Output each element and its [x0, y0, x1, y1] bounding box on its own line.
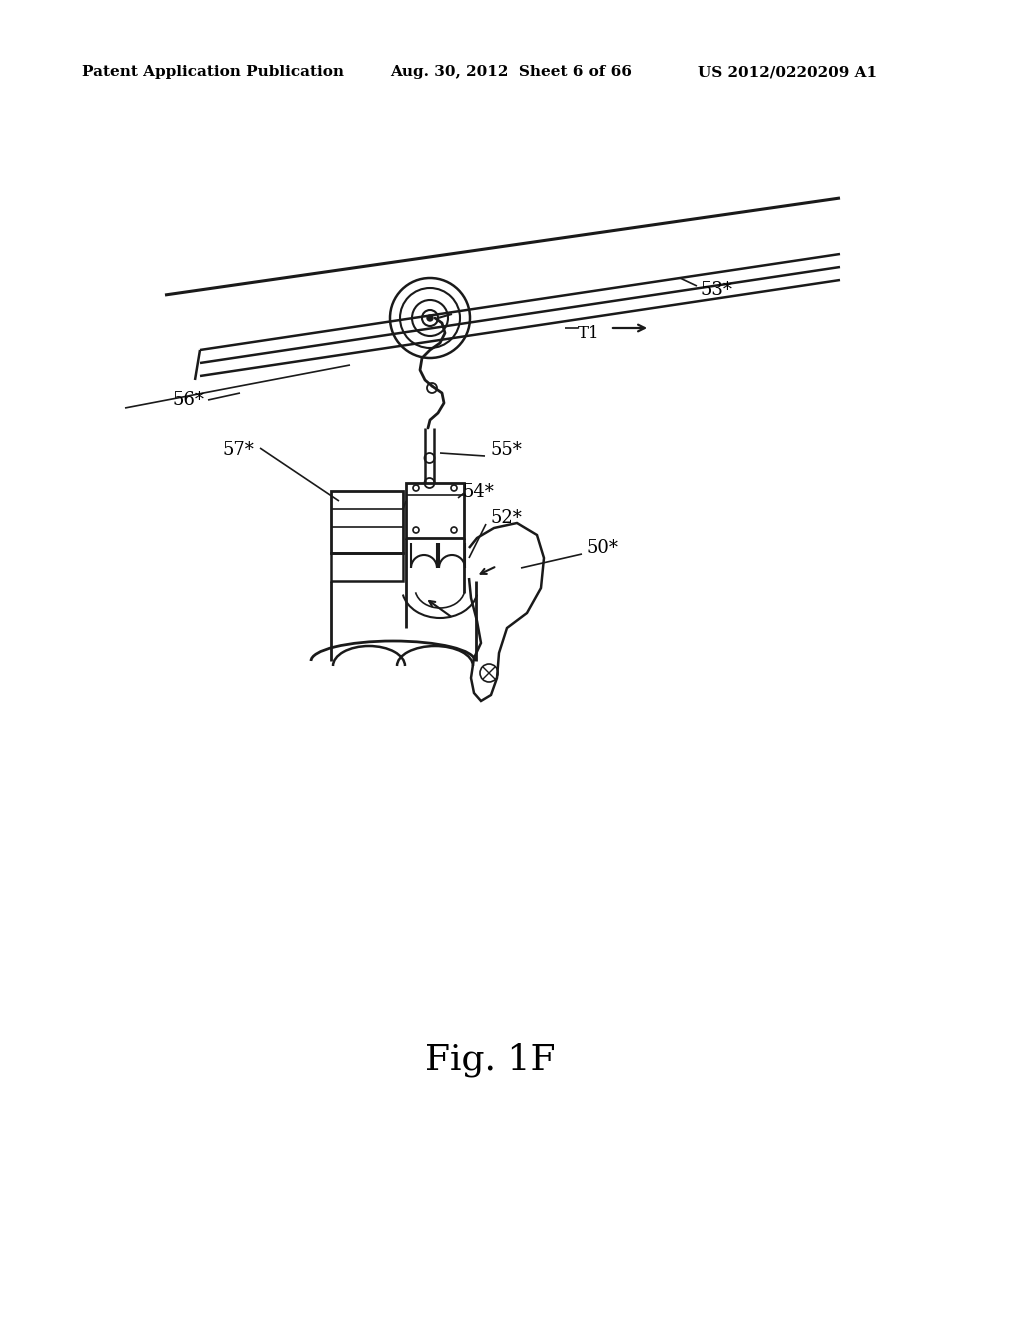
- Text: Patent Application Publication: Patent Application Publication: [82, 65, 344, 79]
- Text: 50*: 50*: [586, 539, 618, 557]
- Text: Fig. 1F: Fig. 1F: [425, 1043, 555, 1077]
- Text: T1: T1: [578, 325, 600, 342]
- Text: US 2012/0220209 A1: US 2012/0220209 A1: [698, 65, 878, 79]
- Text: 53*: 53*: [700, 281, 732, 300]
- Text: 56*: 56*: [172, 391, 204, 409]
- Bar: [406, 483, 464, 539]
- Bar: [331, 491, 403, 553]
- Bar: [331, 553, 403, 581]
- Text: 52*: 52*: [490, 510, 522, 527]
- Text: 57*: 57*: [222, 441, 254, 459]
- Text: 55*: 55*: [490, 441, 522, 459]
- Text: 54*: 54*: [462, 483, 494, 502]
- Circle shape: [427, 315, 433, 321]
- Text: Aug. 30, 2012  Sheet 6 of 66: Aug. 30, 2012 Sheet 6 of 66: [390, 65, 632, 79]
